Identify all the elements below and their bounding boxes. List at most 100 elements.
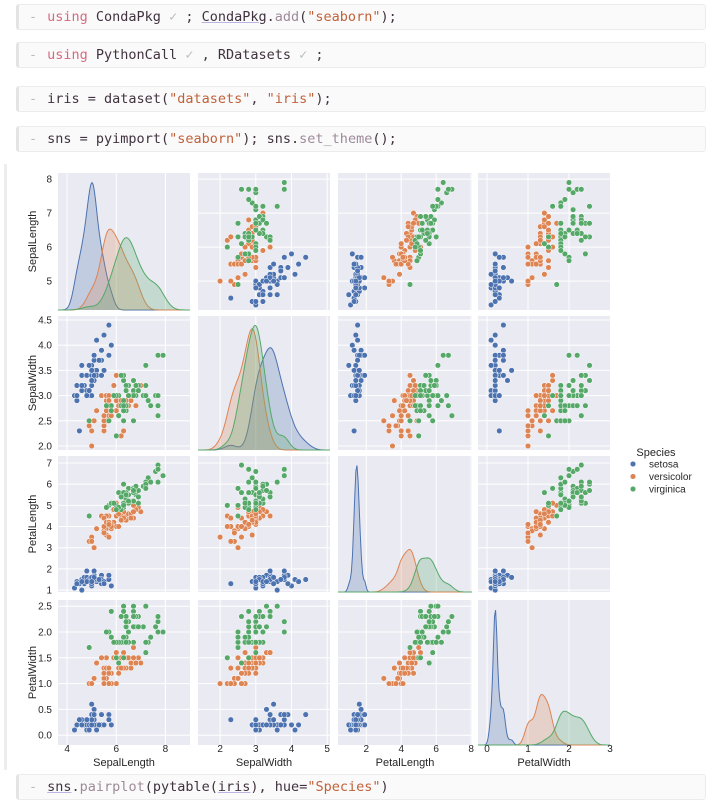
data-point-setosa	[288, 721, 295, 728]
data-point-virginica	[256, 623, 263, 630]
data-point-virginica	[417, 608, 424, 615]
data-point-setosa	[73, 392, 80, 399]
data-point-versicolor	[405, 223, 412, 230]
data-point-virginica	[417, 407, 424, 414]
data-point-virginica	[123, 618, 130, 625]
data-point-setosa	[492, 267, 499, 274]
x-tick-label: 3	[607, 744, 613, 755]
data-point-virginica	[545, 500, 552, 507]
data-point-setosa	[108, 721, 115, 728]
data-point-virginica	[252, 485, 259, 492]
data-point-setosa	[108, 582, 115, 589]
panel-PetalLength-vs-SepalLength	[58, 456, 190, 594]
data-point-virginica	[245, 506, 252, 513]
data-point-setosa	[361, 711, 368, 718]
data-point-versicolor	[410, 670, 417, 677]
cell-code: using PythonCall ✓ , RDatasets ✓ ;	[47, 47, 323, 63]
data-point-virginica	[561, 407, 568, 414]
data-point-virginica	[125, 498, 132, 505]
data-point-versicolor	[401, 407, 408, 414]
data-point-virginica	[586, 362, 593, 369]
kde-fill-setosa	[338, 465, 472, 592]
kde-line-setosa	[198, 347, 330, 451]
data-point-versicolor	[394, 675, 401, 682]
data-point-virginica	[142, 603, 149, 610]
data-point-setosa	[352, 721, 359, 728]
cell-drag-handle[interactable]: -	[29, 131, 38, 147]
data-point-setosa	[86, 726, 93, 734]
cell-drag-handle[interactable]: -	[29, 9, 38, 25]
data-point-versicolor	[234, 544, 242, 551]
data-point-virginica	[422, 237, 429, 244]
data-point-versicolor	[545, 387, 552, 394]
data-point-setosa	[356, 701, 363, 708]
data-point-virginica	[123, 382, 130, 389]
code-token: sns	[47, 131, 72, 147]
code-token: ;	[307, 47, 324, 63]
data-point-virginica	[120, 654, 127, 661]
data-point-virginica	[234, 628, 242, 636]
data-point-virginica	[234, 485, 242, 492]
code-cell-dataset[interactable]: - iris = dataset("datasets", "iris");	[16, 86, 706, 112]
cell-drag-handle[interactable]: -	[29, 47, 38, 63]
data-point-versicolor	[217, 680, 224, 687]
data-point-virginica	[224, 654, 231, 661]
data-point-virginica	[433, 233, 440, 240]
data-point-virginica	[252, 506, 259, 513]
data-point-virginica	[252, 500, 259, 507]
kde-fill-setosa	[58, 182, 190, 310]
code-token: ✓	[160, 9, 178, 25]
data-point-virginica	[422, 372, 429, 379]
data-point-virginica	[427, 603, 434, 610]
cell-drag-handle[interactable]: -	[29, 91, 38, 107]
data-point-versicolor	[242, 649, 249, 656]
data-point-versicolor	[105, 534, 112, 541]
data-point-setosa	[500, 274, 507, 281]
data-point-virginica	[565, 472, 573, 479]
data-point-virginica	[242, 250, 249, 257]
data-point-virginica	[113, 506, 120, 513]
code-cell-condapkg[interactable]: - using CondaPkg ✓ ; CondaPkg.add("seabor…	[16, 4, 706, 30]
data-point-versicolor	[537, 397, 544, 404]
kde-fill-versicolor	[58, 229, 190, 310]
data-point-versicolor	[398, 240, 405, 247]
data-point-virginica	[242, 634, 249, 641]
code-token: using	[47, 9, 88, 25]
data-point-virginica	[274, 203, 281, 210]
data-point-virginica	[234, 512, 242, 520]
data-point-setosa	[83, 392, 90, 399]
data-point-versicolor	[380, 274, 387, 281]
data-point-virginica	[434, 392, 441, 399]
data-point-virginica	[238, 240, 245, 247]
data-point-virginica	[434, 196, 441, 203]
data-point-virginica	[417, 392, 424, 399]
data-point-setosa	[91, 372, 98, 379]
data-point-virginica	[426, 402, 433, 409]
data-point-setosa	[351, 298, 358, 305]
data-point-virginica	[565, 352, 573, 359]
data-point-virginica	[256, 608, 263, 615]
data-point-versicolor	[399, 665, 407, 672]
code-token: sns	[47, 779, 72, 795]
x-tick-label: 8	[163, 744, 169, 755]
data-point-versicolor	[412, 382, 419, 389]
code-cell-using[interactable]: - using PythonCall ✓ , RDatasets ✓ ;	[16, 42, 706, 68]
data-point-setosa	[361, 352, 368, 359]
code-cell-pairplot[interactable]: - sns.pairplot(pytable(iris), hue="Specie…	[16, 774, 706, 800]
code-token: =	[71, 131, 96, 147]
code-cell-seaborn[interactable]: - sns = pyimport("seaborn"); sns.set_them…	[16, 126, 706, 152]
data-point-setosa	[281, 716, 288, 723]
data-point-virginica	[574, 230, 581, 237]
data-point-virginica	[115, 412, 122, 419]
data-point-virginica	[86, 417, 93, 424]
data-point-virginica	[252, 247, 259, 254]
data-point-virginica	[557, 506, 564, 513]
data-point-virginica	[120, 402, 127, 409]
kde-fill-virginica	[198, 325, 330, 450]
cell-drag-handle[interactable]: -	[29, 779, 38, 795]
data-point-setosa	[302, 711, 309, 718]
data-point-virginica	[434, 402, 441, 409]
data-point-virginica	[557, 220, 564, 227]
data-point-virginica	[147, 479, 154, 486]
data-point-virginica	[429, 417, 436, 424]
